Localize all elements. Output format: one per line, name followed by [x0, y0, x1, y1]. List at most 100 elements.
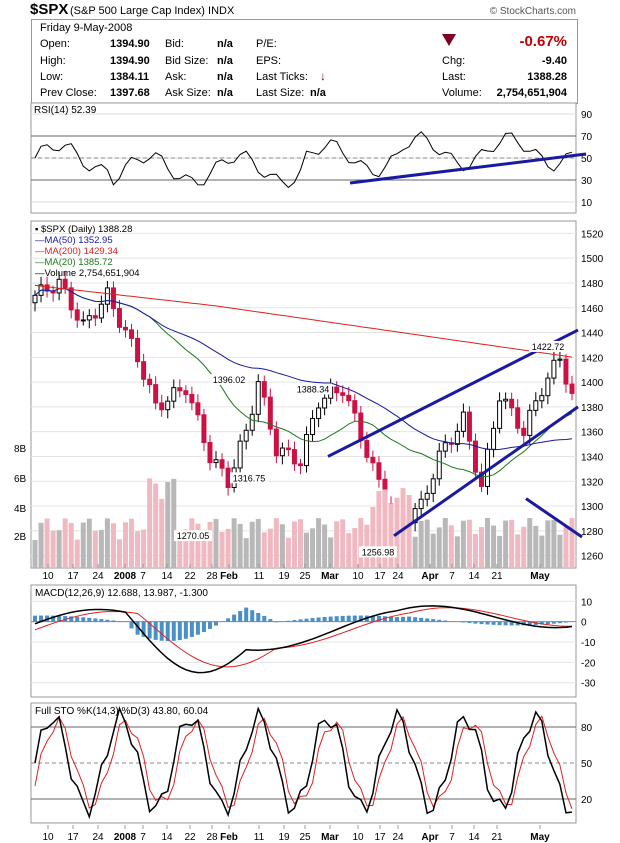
candle-body [310, 417, 316, 436]
sto-tick-label: 50 [581, 759, 593, 770]
candle-body [285, 447, 291, 451]
macd-histogram-bar [135, 621, 140, 635]
price-tick-label: 1440 [581, 329, 604, 340]
macd-histogram-bar [214, 621, 219, 626]
volume-bar [159, 498, 165, 568]
volume-bar [237, 523, 243, 568]
volume-bar [563, 526, 569, 568]
candle-body [159, 402, 165, 411]
candle-body [472, 440, 478, 473]
pe-label: P/E: [256, 38, 277, 50]
price-tick-label: 1400 [581, 378, 604, 389]
volume-bar [503, 520, 509, 568]
macd-histogram-bar [370, 615, 375, 622]
price-annotation: 1396.02 [213, 375, 246, 385]
x-axis-label: 19 [278, 832, 290, 843]
volume-bar [255, 519, 261, 568]
volume-bar [304, 532, 310, 568]
macd-histogram-bar [467, 621, 472, 624]
x-axis-label: 10 [42, 571, 54, 582]
volume-value: 2,754,651,904 [496, 87, 567, 99]
macd-histogram-bar [286, 620, 291, 622]
candle-body [545, 377, 551, 397]
volume-bar [153, 483, 159, 568]
volume-bar [195, 523, 201, 568]
price-annotation: 1256.98 [362, 547, 395, 557]
volume-tick-label: 8B [14, 444, 27, 455]
macd-histogram-bar [93, 618, 98, 622]
macd-histogram-bar [87, 617, 92, 622]
volume-bar [466, 519, 472, 568]
rsi-tick-label: 50 [581, 154, 593, 165]
price-legend-1: —MA(50) 1352.95 [35, 235, 113, 246]
x-axis-label: 24 [92, 832, 104, 843]
rsi-line [34, 131, 573, 189]
candle-body [213, 459, 219, 464]
candle-body [557, 358, 563, 361]
macd-histogram-bar [503, 621, 508, 626]
rsi-legend: RSI(14) 52.39 [34, 105, 97, 116]
macd-histogram-bar [226, 618, 231, 622]
x-axis-label: 22 [184, 571, 196, 582]
low-label: Low: [40, 71, 64, 83]
macd-histogram-bar [298, 619, 303, 622]
symbol: $SPX [30, 1, 69, 18]
macd-tick-label: -10 [581, 638, 596, 649]
volume-bar [291, 521, 297, 568]
macd-histogram-bar [388, 616, 393, 622]
volume-bar [316, 518, 322, 568]
last-ticks-label: Last Ticks: [256, 71, 308, 83]
open-value: 1394.90 [110, 38, 150, 50]
volume-bar [527, 518, 533, 568]
candle-body [364, 440, 370, 458]
candle-body [491, 427, 497, 450]
volume-bar [183, 529, 189, 568]
candle-body [430, 478, 436, 494]
volume-bar [92, 530, 98, 568]
candle-body [454, 430, 460, 445]
volume-bar [213, 518, 219, 568]
candle-body [98, 303, 104, 319]
ma200-line [34, 284, 573, 358]
volume-bar [297, 519, 303, 568]
macd-histogram-bar [419, 617, 424, 622]
volume-bar [74, 539, 80, 568]
quote-date: Friday 9-May-2008 [40, 22, 133, 34]
macd-histogram-bar [165, 621, 170, 642]
candle-body [80, 319, 86, 322]
macd-histogram-bar [437, 619, 442, 622]
down-tick-icon: ↓ [320, 69, 326, 83]
volume-bar [497, 535, 503, 568]
macd-histogram-bar [527, 621, 532, 626]
volume-bar [249, 521, 255, 568]
macd-histogram-bar [57, 615, 62, 622]
macd-histogram-bar [443, 620, 448, 622]
macd-histogram-bar [352, 615, 357, 622]
candle-body [478, 471, 484, 487]
volume-bar [358, 518, 364, 568]
macd-histogram-bar [262, 615, 267, 622]
candle-body [116, 308, 122, 328]
macd-histogram-bar [545, 621, 550, 625]
volume-bar [189, 518, 195, 568]
candle-body [183, 390, 189, 395]
macd-histogram-bar [183, 621, 188, 639]
prev-close-value: 1397.68 [110, 87, 150, 99]
x-axis-label: 7 [449, 832, 455, 843]
candle-body [424, 492, 430, 500]
candle-body [135, 337, 141, 363]
price-annotation-bg [529, 340, 567, 352]
volume-bar [521, 526, 527, 568]
eps-label: EPS: [256, 55, 282, 67]
candle-body [123, 326, 129, 331]
macd-histogram-bar [39, 615, 44, 622]
macd-tick-label: 10 [581, 597, 593, 608]
macd-tick-label: -20 [581, 658, 596, 669]
x-axis-label: 17 [67, 832, 79, 843]
ask-label: Ask: [165, 71, 187, 83]
x-axis-label: 10 [42, 832, 54, 843]
volume-bar [171, 478, 177, 568]
candle-body [358, 412, 364, 442]
candle-body [279, 447, 285, 457]
volume-bar [231, 518, 237, 568]
